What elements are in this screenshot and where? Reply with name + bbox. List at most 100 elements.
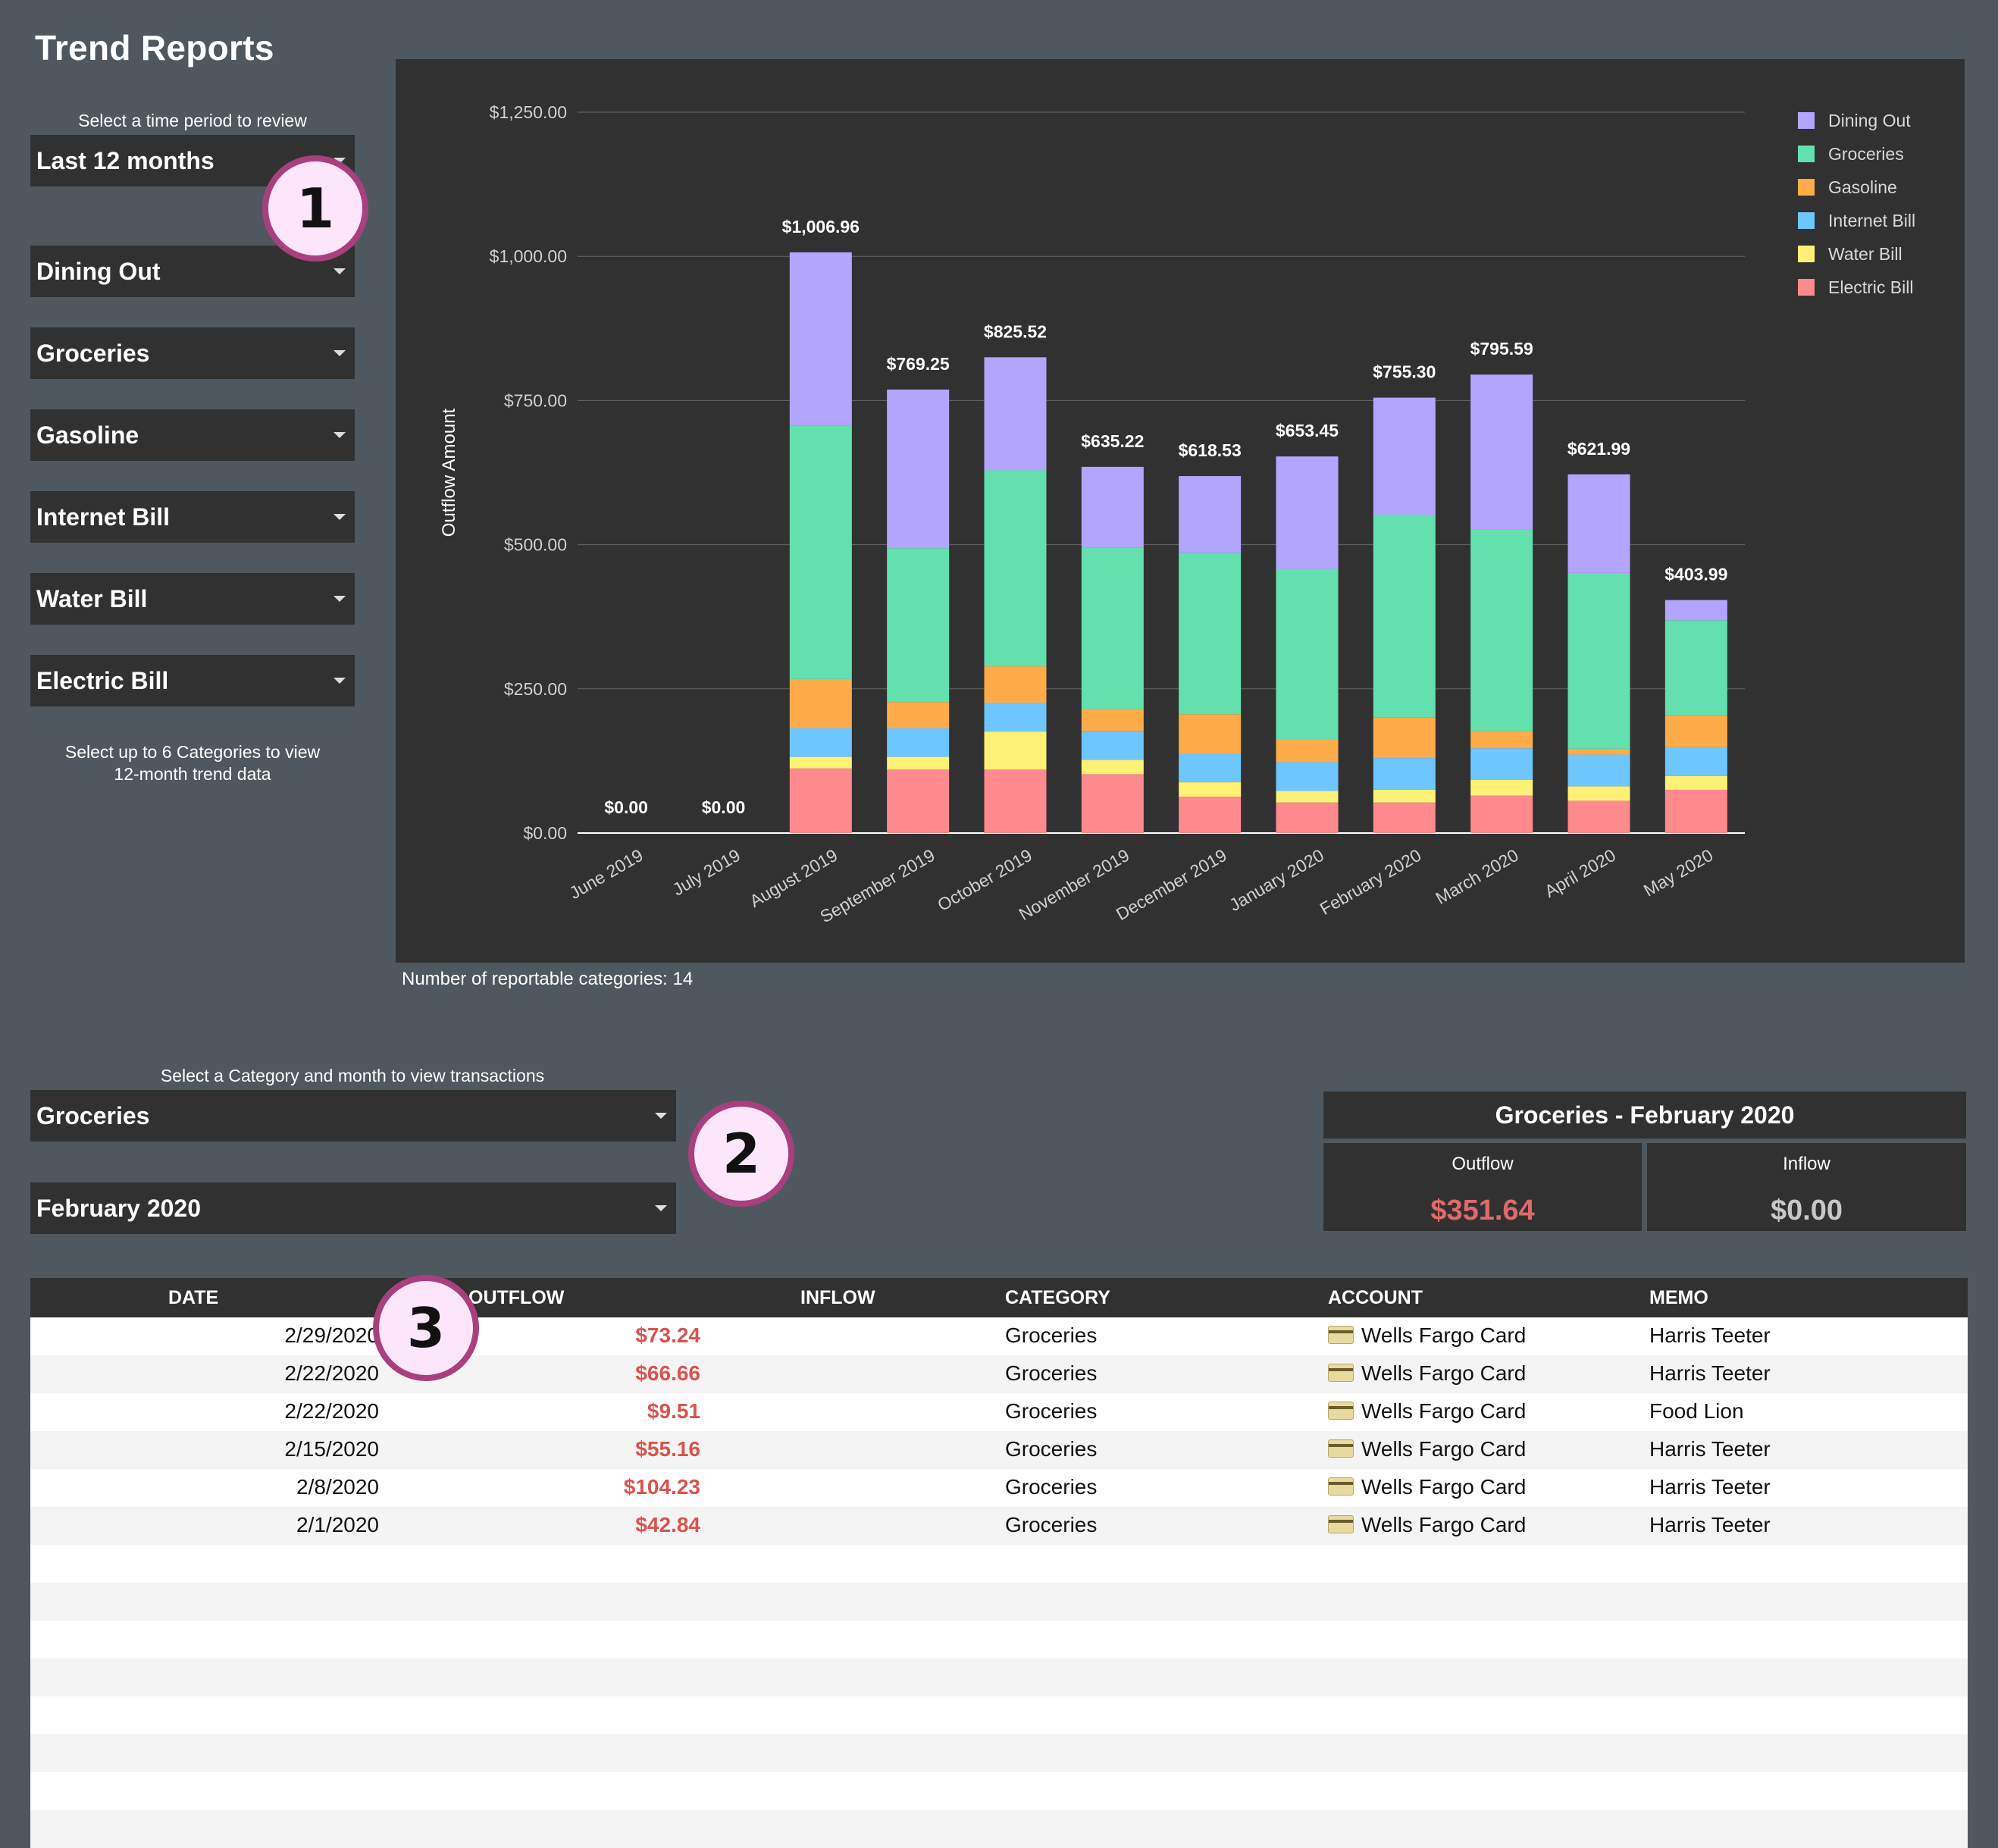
bar-segment-dining-out[interactable] <box>1567 474 1630 573</box>
category-dropdown-4[interactable]: Internet Bill <box>30 491 355 543</box>
bar-segment-water-bill[interactable] <box>1373 789 1436 803</box>
bar-segment-dining-out[interactable] <box>1276 456 1339 569</box>
bar-segment-electric-bill[interactable] <box>984 769 1047 833</box>
col-memo[interactable]: MEMO <box>1649 1287 1708 1308</box>
legend-label[interactable]: Water Bill <box>1828 244 1902 264</box>
table-row[interactable]: 2/15/2020 $55.16 Groceries Wells Fargo Card… <box>30 1431 1968 1469</box>
bar-segment-water-bill[interactable] <box>1276 791 1339 803</box>
bar-segment-groceries[interactable] <box>789 425 852 679</box>
bar-segment-groceries[interactable] <box>1664 620 1727 716</box>
cell-category: Groceries <box>1005 1437 1098 1461</box>
y-tick-label: $750.00 <box>504 390 567 410</box>
table-row[interactable]: 2/29/2020 $73.24 Groceries Wells Fargo Card… <box>30 1317 1968 1355</box>
bar-segment-gasoline[interactable] <box>789 678 852 728</box>
table-row <box>30 1810 1968 1848</box>
bar-segment-groceries[interactable] <box>1276 568 1339 739</box>
bar-segment-internet-bill[interactable] <box>984 703 1047 732</box>
table-row[interactable]: 2/8/2020 $104.23 Groceries Wells Fargo Card… <box>30 1469 1968 1507</box>
table-row[interactable]: 2/1/2020 $42.84 Groceries Wells Fargo Card H… <box>30 1507 1968 1545</box>
bar-segment-internet-bill[interactable] <box>1179 753 1242 783</box>
x-tick-label: June 2019 <box>566 845 647 903</box>
bar-segment-gasoline[interactable] <box>887 702 950 728</box>
bar-segment-groceries[interactable] <box>1081 547 1144 709</box>
bar-segment-electric-bill[interactable] <box>1373 802 1436 833</box>
bar-segment-water-bill[interactable] <box>1081 760 1144 775</box>
bar-segment-gasoline[interactable] <box>1276 738 1339 763</box>
bar-segment-internet-bill[interactable] <box>1276 762 1339 791</box>
bar-segment-gasoline[interactable] <box>1470 731 1533 749</box>
legend-label[interactable]: Electric Bill <box>1828 277 1913 297</box>
table-row[interactable]: 2/22/2020 $66.66 Groceries Wells Fargo Card… <box>30 1355 1968 1393</box>
bar-segment-dining-out[interactable] <box>789 252 852 426</box>
bar-segment-groceries[interactable] <box>1373 515 1436 718</box>
period-label: Select a time period to review <box>78 111 307 130</box>
bar-segment-electric-bill[interactable] <box>789 768 852 833</box>
bar-segment-dining-out[interactable] <box>887 389 950 549</box>
bar-segment-internet-bill[interactable] <box>789 728 852 757</box>
bar-segment-gasoline[interactable] <box>1664 715 1727 747</box>
bar-total-label: $769.25 <box>887 354 950 374</box>
bar-segment-electric-bill[interactable] <box>1081 774 1144 833</box>
bar-segment-water-bill[interactable] <box>1470 780 1533 796</box>
bar-segment-internet-bill[interactable] <box>1664 747 1727 776</box>
y-tick-label: $1,000.00 <box>490 246 567 266</box>
bar-segment-internet-bill[interactable] <box>1081 731 1144 760</box>
bar-segment-internet-bill[interactable] <box>1373 758 1436 790</box>
legend-label[interactable]: Internet Bill <box>1828 211 1915 230</box>
bar-segment-gasoline[interactable] <box>1567 748 1630 755</box>
category-dropdown-value: Water Bill <box>36 584 148 612</box>
category-dropdown-6[interactable]: Electric Bill <box>30 655 355 706</box>
col-account[interactable]: ACCOUNT <box>1328 1287 1423 1308</box>
bar-segment-gasoline[interactable] <box>1373 717 1436 759</box>
bar-segment-electric-bill[interactable] <box>1179 797 1242 833</box>
bar-segment-water-bill[interactable] <box>887 756 950 770</box>
category-dropdown-3[interactable]: Gasoline <box>30 409 355 461</box>
bar-segment-dining-out[interactable] <box>1373 397 1436 515</box>
bar-segment-water-bill[interactable] <box>1179 782 1242 797</box>
legend-label[interactable]: Gasoline <box>1828 177 1897 197</box>
chevron-down-icon <box>334 596 346 602</box>
bar-segment-dining-out[interactable] <box>1179 476 1242 553</box>
chevron-down-icon <box>334 514 346 520</box>
bar-segment-electric-bill[interactable] <box>1664 789 1727 833</box>
bar-segment-dining-out[interactable] <box>984 357 1047 471</box>
col-category[interactable]: CATEGORY <box>1005 1287 1110 1308</box>
bar-total-label: $1,006.96 <box>782 217 860 236</box>
bar-segment-electric-bill[interactable] <box>1470 795 1533 833</box>
category-dropdown-2[interactable]: Groceries <box>30 327 355 379</box>
table-row[interactable]: 2/22/2020 $9.51 Groceries Wells Fargo Card F… <box>30 1393 1968 1431</box>
col-inflow[interactable]: INFLOW <box>800 1287 875 1308</box>
bar-segment-dining-out[interactable] <box>1081 466 1144 548</box>
col-outflow[interactable]: OUTFLOW <box>468 1287 565 1308</box>
tx-month-dropdown[interactable]: February 2020 <box>30 1182 676 1234</box>
bar-segment-groceries[interactable] <box>1567 572 1630 749</box>
bar-segment-groceries[interactable] <box>1179 553 1242 715</box>
cell-category: Groceries <box>1005 1323 1098 1347</box>
bar-segment-dining-out[interactable] <box>1470 374 1533 530</box>
bar-segment-internet-bill[interactable] <box>1470 748 1533 781</box>
bar-segment-groceries[interactable] <box>984 470 1047 667</box>
bar-segment-water-bill[interactable] <box>789 756 852 769</box>
category-dropdown-5[interactable]: Water Bill <box>30 573 355 625</box>
bar-segment-internet-bill[interactable] <box>887 728 950 757</box>
chevron-down-icon <box>334 350 346 356</box>
bar-segment-groceries[interactable] <box>1470 529 1533 731</box>
tx-category-dropdown[interactable]: Groceries <box>30 1090 676 1142</box>
legend-label[interactable]: Groceries <box>1828 144 1904 164</box>
bar-segment-water-bill[interactable] <box>1664 775 1727 790</box>
bar-segment-groceries[interactable] <box>887 548 950 703</box>
bar-segment-internet-bill[interactable] <box>1567 754 1630 787</box>
bar-segment-water-bill[interactable] <box>984 731 1047 770</box>
bar-segment-gasoline[interactable] <box>984 666 1047 703</box>
bar-segment-electric-bill[interactable] <box>1567 800 1630 833</box>
x-tick-label: July 2019 <box>669 845 744 900</box>
legend-label[interactable]: Dining Out <box>1828 111 1911 130</box>
bar-segment-electric-bill[interactable] <box>1276 802 1339 833</box>
bar-segment-water-bill[interactable] <box>1567 786 1630 801</box>
bar-segment-gasoline[interactable] <box>1179 714 1242 754</box>
cell-category: Groceries <box>1005 1475 1098 1499</box>
bar-segment-electric-bill[interactable] <box>887 769 950 833</box>
bar-segment-dining-out[interactable] <box>1664 600 1727 621</box>
bar-segment-gasoline[interactable] <box>1081 709 1144 731</box>
col-date[interactable]: DATE <box>168 1287 219 1308</box>
